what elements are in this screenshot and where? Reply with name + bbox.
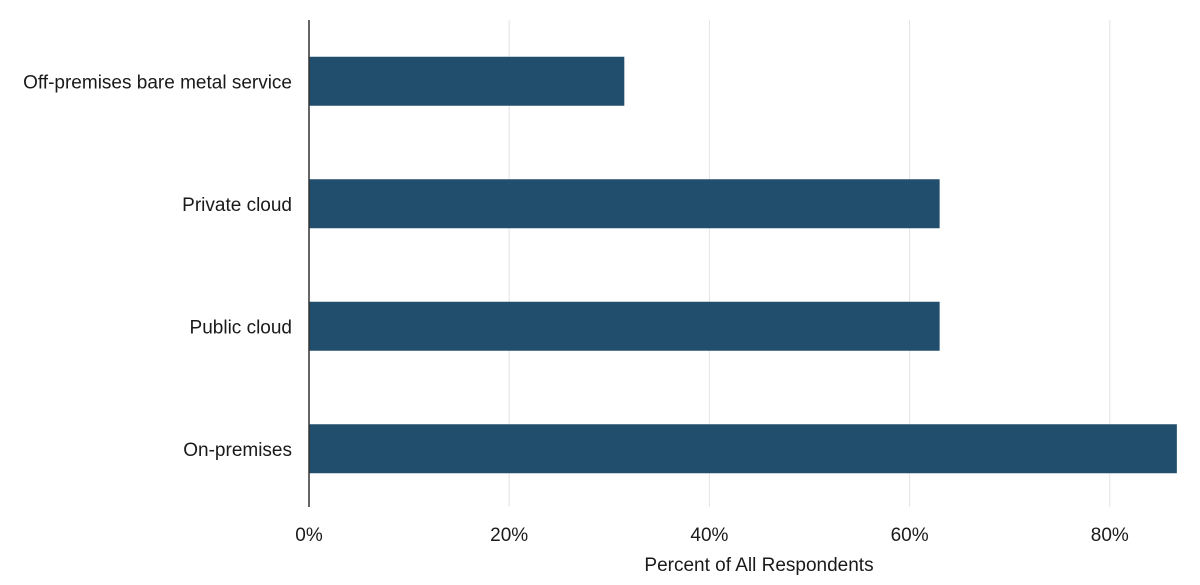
x-tick-label: 40%	[690, 525, 728, 546]
bar	[309, 301, 940, 351]
x-tick-labels: 0% 20% 40% 60% 80%	[295, 525, 1129, 546]
category-label: On-premises	[183, 440, 292, 461]
category-labels: Off-premises bare metal service Private c…	[23, 72, 292, 461]
bar	[309, 179, 940, 229]
x-axis-title: Percent of All Respondents	[644, 555, 873, 576]
category-label: Off-premises bare metal service	[23, 72, 292, 93]
x-tick-label: 80%	[1091, 525, 1129, 546]
x-tick-label: 60%	[891, 525, 929, 546]
bar	[309, 56, 625, 106]
x-tick-label: 20%	[490, 525, 528, 546]
bar	[309, 424, 1177, 474]
category-label: Private cloud	[182, 195, 292, 216]
category-label: Public cloud	[190, 317, 292, 338]
x-tick-label: 0%	[295, 525, 323, 546]
bars	[309, 56, 1177, 474]
